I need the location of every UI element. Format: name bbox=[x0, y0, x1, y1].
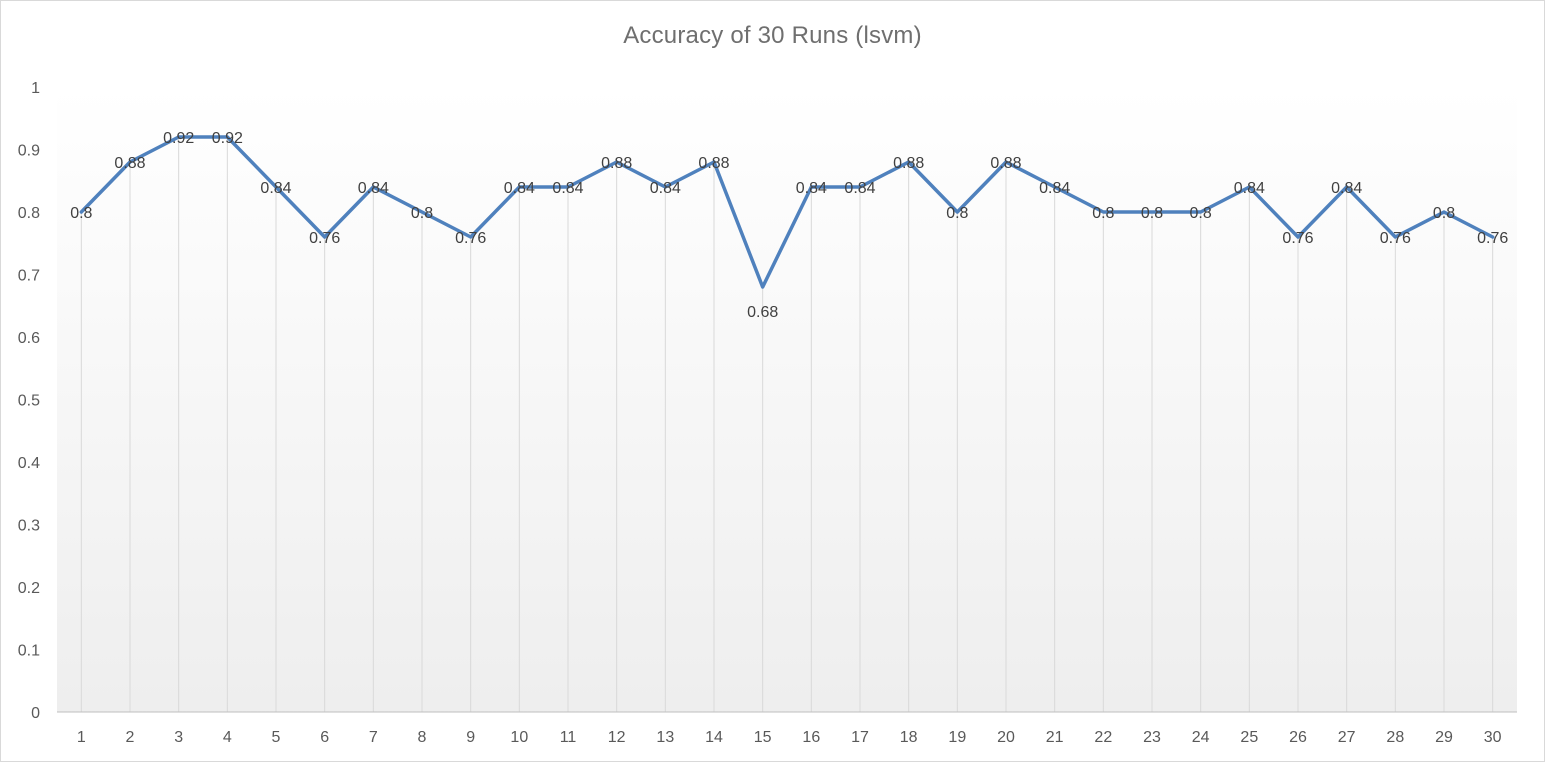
x-tick-label: 7 bbox=[369, 729, 378, 746]
x-tick-label: 13 bbox=[656, 729, 674, 746]
drop-lines bbox=[80, 137, 1494, 712]
data-label: 0.8 bbox=[411, 205, 433, 222]
data-label: 0.84 bbox=[552, 180, 583, 197]
data-label: 0.84 bbox=[844, 180, 875, 197]
x-tick-label: 21 bbox=[1046, 729, 1064, 746]
y-tick-label: 0.5 bbox=[18, 393, 40, 410]
data-label: 0.84 bbox=[796, 180, 827, 197]
data-labels: 0.8 0.88 0.92 0.92 0.84 0.76 0.84 0.8 0.76 0.84 0.… bbox=[70, 130, 1508, 321]
x-tick-label: 17 bbox=[851, 729, 869, 746]
data-label: 0.84 bbox=[358, 180, 389, 197]
y-tick-label: 0.1 bbox=[18, 643, 40, 660]
y-tick-label: 1 bbox=[31, 80, 40, 97]
x-tick-label: 14 bbox=[705, 729, 723, 746]
x-tick-label: 3 bbox=[174, 729, 183, 746]
series-line bbox=[79, 135, 1495, 289]
data-label: 0.8 bbox=[1433, 205, 1455, 222]
data-label: 0.76 bbox=[309, 230, 340, 247]
x-axis-ticks: 1 2 3 4 5 6 7 8 9 10 11 12 13 14 15 16 17 18 19 20 21 22 23 24 2… bbox=[77, 729, 1502, 746]
data-label: 0.84 bbox=[1039, 180, 1070, 197]
y-tick-label: 0.9 bbox=[18, 143, 40, 160]
data-label: 0.76 bbox=[1477, 230, 1508, 247]
x-tick-label: 22 bbox=[1094, 729, 1112, 746]
x-tick-label: 23 bbox=[1143, 729, 1161, 746]
series-group bbox=[79, 135, 1495, 289]
y-tick-label: 0.6 bbox=[18, 330, 40, 347]
x-tick-label: 10 bbox=[510, 729, 528, 746]
data-label: 0.84 bbox=[1331, 180, 1362, 197]
y-tick-label: 0.8 bbox=[18, 205, 40, 222]
x-tick-label: 24 bbox=[1192, 729, 1210, 746]
data-label: 0.92 bbox=[212, 130, 243, 147]
x-tick-label: 8 bbox=[418, 729, 427, 746]
x-tick-label: 6 bbox=[320, 729, 329, 746]
chart-title: Accuracy of 30 Runs (lsvm) bbox=[623, 22, 922, 49]
data-label: 0.84 bbox=[1234, 180, 1265, 197]
x-tick-label: 11 bbox=[560, 729, 577, 746]
data-label: 0.84 bbox=[504, 180, 535, 197]
data-label: 0.84 bbox=[650, 180, 681, 197]
data-label: 0.88 bbox=[698, 155, 729, 172]
x-tick-label: 20 bbox=[997, 729, 1015, 746]
x-tick-label: 4 bbox=[223, 729, 232, 746]
data-label: 0.8 bbox=[70, 205, 92, 222]
x-tick-label: 18 bbox=[900, 729, 918, 746]
y-axis-ticks: 0 0.1 0.2 0.3 0.4 0.5 0.6 0.7 0.8 0.9 1 bbox=[18, 80, 40, 722]
y-tick-label: 0.3 bbox=[18, 518, 40, 535]
data-label: 0.92 bbox=[163, 130, 194, 147]
data-label: 0.76 bbox=[455, 230, 486, 247]
data-label: 0.8 bbox=[946, 205, 968, 222]
data-label: 0.68 bbox=[747, 304, 778, 321]
data-label: 0.8 bbox=[1190, 205, 1212, 222]
data-label: 0.8 bbox=[1141, 205, 1163, 222]
x-tick-label: 1 bbox=[77, 729, 86, 746]
x-tick-label: 12 bbox=[608, 729, 626, 746]
y-tick-label: 0.4 bbox=[18, 455, 40, 472]
x-tick-label: 26 bbox=[1289, 729, 1307, 746]
data-label: 0.76 bbox=[1282, 230, 1313, 247]
x-tick-label: 28 bbox=[1386, 729, 1404, 746]
x-tick-label: 2 bbox=[126, 729, 135, 746]
x-tick-label: 27 bbox=[1338, 729, 1356, 746]
x-tick-label: 5 bbox=[272, 729, 281, 746]
x-tick-label: 30 bbox=[1484, 729, 1502, 746]
x-tick-label: 19 bbox=[948, 729, 966, 746]
data-label: 0.88 bbox=[601, 155, 632, 172]
x-tick-label: 29 bbox=[1435, 729, 1453, 746]
data-label: 0.88 bbox=[114, 155, 145, 172]
x-tick-label: 16 bbox=[802, 729, 820, 746]
x-tick-label: 9 bbox=[466, 729, 475, 746]
y-tick-label: 0.7 bbox=[18, 268, 40, 285]
plot-area bbox=[57, 87, 1517, 712]
data-label: 0.8 bbox=[1092, 205, 1114, 222]
data-label: 0.88 bbox=[990, 155, 1021, 172]
data-label: 0.88 bbox=[893, 155, 924, 172]
y-tick-label: 0 bbox=[31, 705, 40, 722]
data-label: 0.84 bbox=[260, 180, 291, 197]
x-tick-label: 25 bbox=[1240, 729, 1258, 746]
data-label: 0.76 bbox=[1380, 230, 1411, 247]
y-tick-label: 0.2 bbox=[18, 580, 40, 597]
x-tick-label: 15 bbox=[754, 729, 772, 746]
